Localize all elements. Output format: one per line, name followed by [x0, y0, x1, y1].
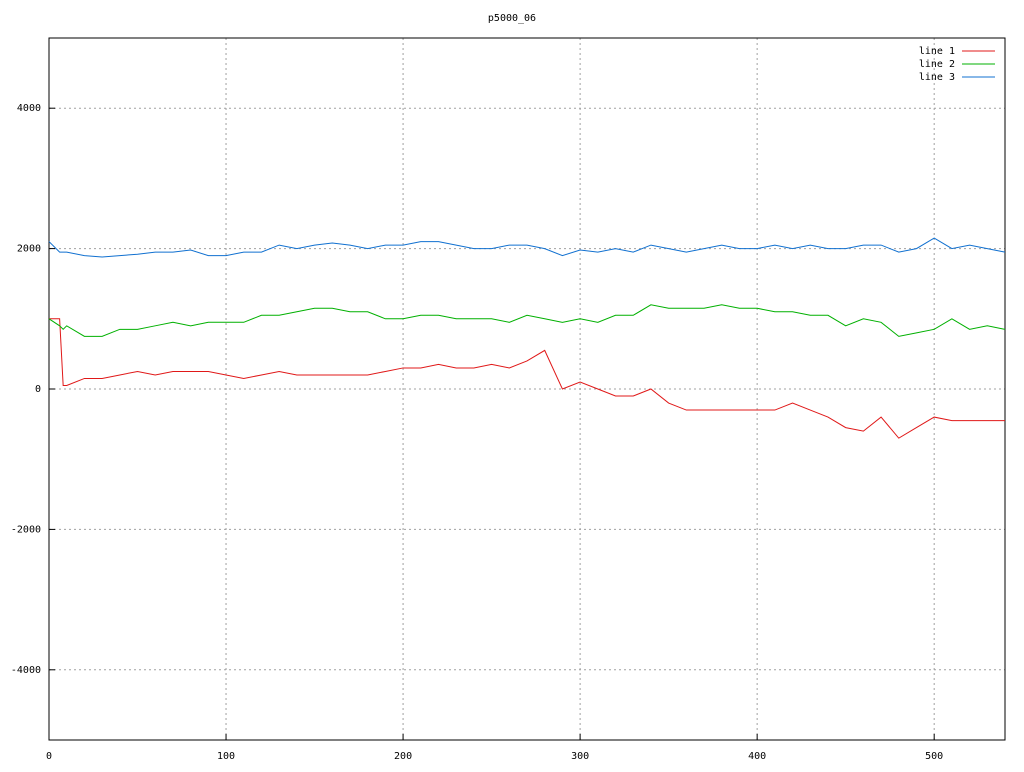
data-line — [49, 318, 1005, 439]
y-tick-label: 4000 — [17, 103, 41, 114]
y-tick-label: 2000 — [17, 244, 41, 255]
x-tick-label: 500 — [925, 751, 943, 762]
y-tick-label: 0 — [35, 384, 41, 395]
x-tick-label: 300 — [571, 751, 589, 762]
data-line — [48, 237, 1006, 258]
legend-label: line 1 — [919, 46, 955, 57]
y-tick-label: -4000 — [11, 665, 41, 676]
x-tick-label: 400 — [748, 751, 766, 762]
x-tick-label: 0 — [46, 751, 52, 762]
x-tick-label: 200 — [394, 751, 412, 762]
y-tick-label: -2000 — [11, 524, 41, 535]
legend-label: line 2 — [919, 59, 955, 70]
x-tick-label: 100 — [217, 751, 235, 762]
plot-border — [48, 37, 1006, 741]
chart-title: p5000_06 — [488, 13, 536, 24]
legend-label: line 3 — [919, 72, 955, 83]
data-line — [48, 304, 1006, 337]
